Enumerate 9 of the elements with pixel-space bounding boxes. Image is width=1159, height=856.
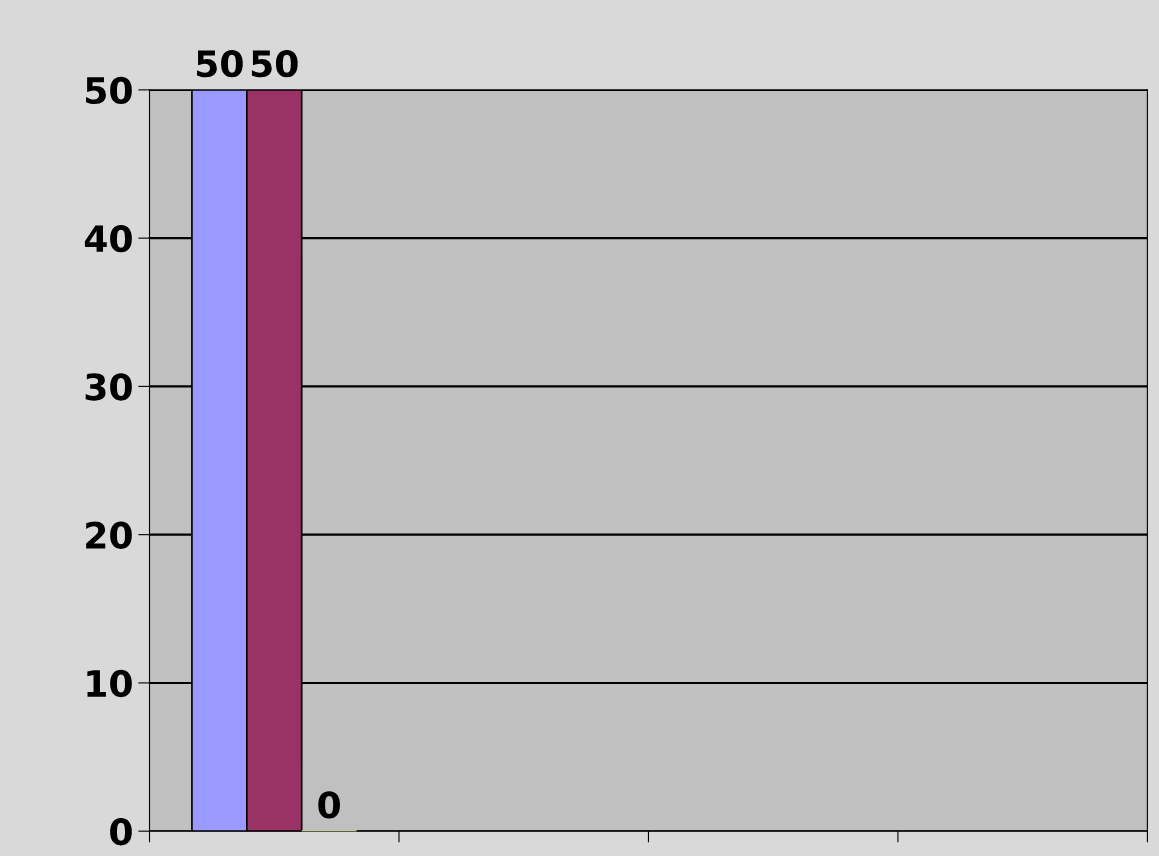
y-tick-label: 50 (86, 76, 132, 105)
data-label: 50 (251, 50, 298, 78)
y-tick-label: 20 (86, 521, 132, 549)
data-label: 50 (197, 50, 243, 78)
y-tick-label: 0 (110, 818, 132, 846)
y-tick-label: 10 (87, 669, 132, 698)
data-label: 0 (318, 791, 340, 819)
y-tick-label: 40 (84, 225, 132, 253)
y-tick-label: 30 (85, 373, 132, 401)
